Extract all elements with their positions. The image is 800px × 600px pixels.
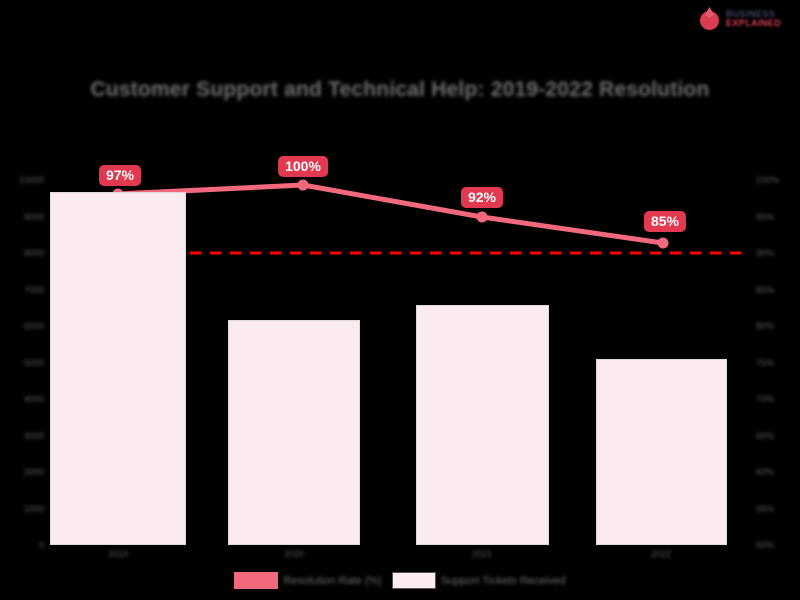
y-tick-right-7: 65% bbox=[756, 430, 775, 441]
y-tick-right-8: 60% bbox=[756, 467, 775, 477]
y-tick-right-5: 75% bbox=[756, 357, 775, 368]
rate-label-2020: 100% bbox=[278, 156, 328, 177]
rate-point-2021[interactable] bbox=[476, 211, 488, 223]
rate-label-2019: 97% bbox=[98, 165, 142, 186]
chart-legend: Resolution Rate (%) Support Tickets Recei… bbox=[0, 572, 800, 589]
legend-label-0: Resolution Rate (%) bbox=[283, 574, 382, 587]
y-tick-left-7: 3000 bbox=[23, 430, 44, 441]
y-tick-left-4: 6000 bbox=[23, 321, 44, 331]
y-tick-left-2: 8000 bbox=[23, 248, 44, 258]
y-tick-left-0: 10000 bbox=[18, 175, 44, 185]
legend-label-1: Support Tickets Received bbox=[440, 574, 566, 587]
leaf-circle-icon bbox=[698, 7, 722, 31]
y-tick-right-9: 55% bbox=[756, 503, 775, 514]
x-tick-2021: 2021 bbox=[471, 549, 493, 559]
rate-label-2021: 92% bbox=[460, 187, 504, 208]
y-axis-right: 100% 95% 90% 85% 80% 75% 70% 65% 60% 55% 50% bbox=[756, 175, 800, 550]
rate-label-2022: 85% bbox=[643, 211, 687, 232]
x-tick-2019: 2019 bbox=[107, 549, 129, 559]
y-tick-right-1: 95% bbox=[756, 211, 775, 222]
brand-logo-line2: EXPLAINED bbox=[726, 18, 782, 28]
x-tick-2020: 2020 bbox=[283, 549, 305, 559]
y-axis-left: 10000 9000 8000 7000 6000 5000 4000 3000 2000 100… bbox=[0, 175, 44, 550]
y-tick-left-1: 9000 bbox=[23, 211, 44, 222]
y-tick-right-0: 100% bbox=[756, 175, 780, 185]
x-tick-2022: 2022 bbox=[650, 549, 672, 559]
brand-logo-line1: BUSINESS bbox=[726, 9, 776, 19]
y-tick-left-8: 2000 bbox=[23, 467, 44, 477]
y-tick-right-6: 70% bbox=[756, 394, 775, 404]
y-tick-right-10: 50% bbox=[756, 540, 775, 550]
y-tick-right-3: 85% bbox=[756, 284, 775, 295]
brand-logo-text: BUSINESS EXPLAINED bbox=[726, 10, 781, 28]
y-tick-right-2: 90% bbox=[756, 248, 775, 258]
rate-point-2020[interactable] bbox=[297, 179, 309, 191]
rate-point-2022[interactable] bbox=[657, 237, 669, 249]
bar-2019[interactable] bbox=[50, 192, 186, 545]
y-tick-left-9: 1000 bbox=[23, 503, 44, 514]
legend-item-0[interactable]: Resolution Rate (%) bbox=[234, 572, 382, 589]
chart-title: Customer Support and Technical Help: 201… bbox=[90, 78, 710, 101]
y-tick-left-6: 4000 bbox=[23, 394, 44, 404]
brand-logo: BUSINESS EXPLAINED bbox=[698, 4, 794, 34]
bar-2021[interactable] bbox=[416, 305, 549, 545]
y-tick-left-10: 0 bbox=[38, 540, 44, 550]
y-tick-right-4: 80% bbox=[756, 321, 775, 331]
legend-swatch-bar bbox=[391, 572, 436, 589]
resolution-rate-line bbox=[115, 182, 666, 246]
bar-2020[interactable] bbox=[228, 320, 360, 545]
bar-2022[interactable] bbox=[596, 359, 727, 545]
y-tick-left-3: 7000 bbox=[23, 284, 44, 295]
plot-area bbox=[50, 179, 750, 545]
y-tick-left-5: 5000 bbox=[23, 357, 44, 368]
legend-swatch-line bbox=[234, 572, 279, 589]
legend-item-1[interactable]: Support Tickets Received bbox=[391, 572, 566, 589]
